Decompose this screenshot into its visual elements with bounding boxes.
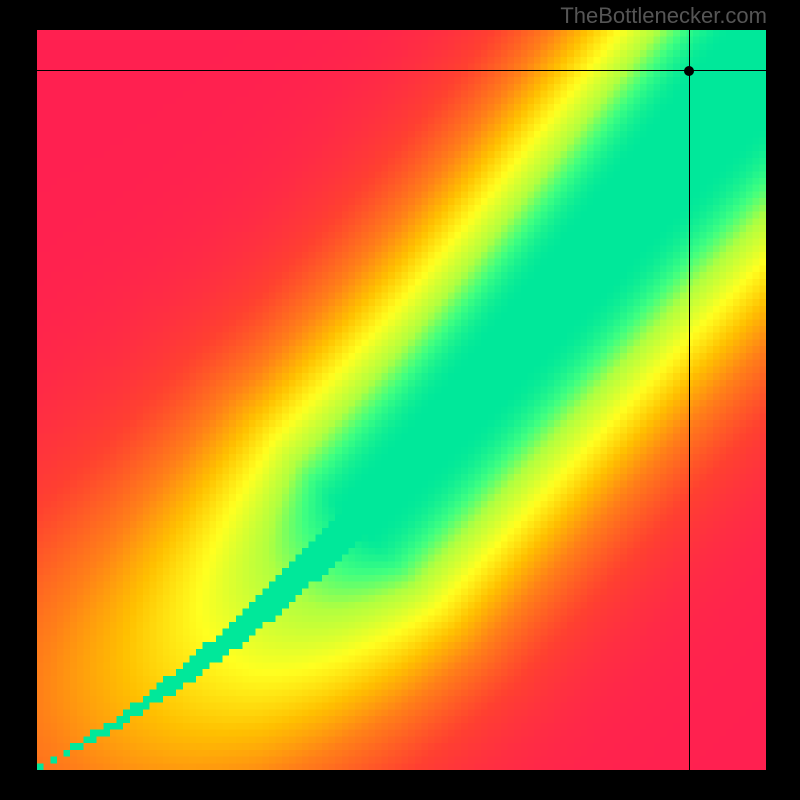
bottleneck-heatmap xyxy=(37,30,766,770)
crosshair-horizontal xyxy=(37,70,766,71)
crosshair-vertical xyxy=(689,30,690,770)
chart-container: TheBottlenecker.com xyxy=(0,0,800,800)
watermark-text: TheBottlenecker.com xyxy=(560,3,767,29)
